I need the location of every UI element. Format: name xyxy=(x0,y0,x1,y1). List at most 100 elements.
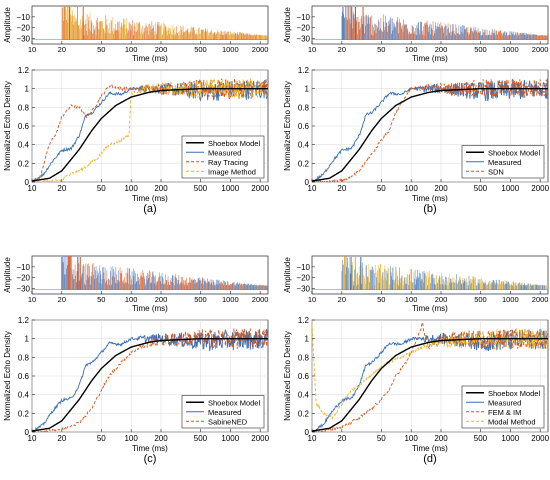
density-ylabel: Normalized Echo Density xyxy=(3,81,12,171)
series-line-sdn xyxy=(312,78,548,182)
amplitude-trace xyxy=(32,6,268,40)
density-xtick-label: 200 xyxy=(154,184,168,193)
density-xtick-label: 20 xyxy=(337,184,346,193)
legend-label: FEM & IM xyxy=(488,408,521,417)
amplitude-xlabel: Time (ms) xyxy=(412,304,448,313)
density-ytick-label: 0.2 xyxy=(18,159,30,168)
density-ytick-label: 1 xyxy=(25,85,30,94)
density-ylabel: Normalized Echo Density xyxy=(3,331,12,421)
amplitude-xtick-label: 200 xyxy=(155,45,168,54)
echo-density-plot: 0 0.2 0.4 0.6 0.8 1 1.2 10 20 50 100 200 500 1000 2000… xyxy=(3,316,270,453)
density-xtick-label: 500 xyxy=(194,434,208,443)
density-xlabel: Time (ms) xyxy=(132,444,168,453)
amplitude-trace xyxy=(312,256,548,290)
amplitude-xtick-label: 100 xyxy=(405,295,418,304)
density-ytick-label: 0.6 xyxy=(298,372,310,381)
amplitude-xtick-label: 1000 xyxy=(222,295,239,304)
legend-label: Measured xyxy=(488,158,521,167)
echo-density-plot: 0 0.2 0.4 0.6 0.8 1 1.2 10 20 50 100 200 500 1000 2000… xyxy=(3,66,270,203)
density-xtick-label: 200 xyxy=(154,434,168,443)
density-ytick-label: 0.6 xyxy=(18,372,30,381)
density-xtick-label: 200 xyxy=(434,184,448,193)
amplitude-xlabel: Time (ms) xyxy=(132,54,168,63)
density-xtick-label: 20 xyxy=(337,434,346,443)
density-xtick-label: 100 xyxy=(124,434,138,443)
density-ylabel: Normalized Echo Density xyxy=(283,81,292,171)
density-ytick-label: 0 xyxy=(305,428,310,437)
amplitude-xtick-label: 1000 xyxy=(502,45,519,54)
amplitude-xtick-label: 1000 xyxy=(222,45,239,54)
amplitude-xtick-label: 10 xyxy=(28,295,36,304)
density-xtick-label: 200 xyxy=(434,434,448,443)
density-xtick-label: 10 xyxy=(28,434,37,443)
amplitude-xtick-label: 200 xyxy=(155,295,168,304)
legend-label: Shoebox Model xyxy=(208,139,260,148)
amplitude-xtick-label: 500 xyxy=(474,45,487,54)
panel-caption: (b) xyxy=(423,203,436,215)
density-ytick-label: 0.8 xyxy=(18,103,30,112)
density-ytick-label: 0.2 xyxy=(298,159,310,168)
density-xtick-label: 50 xyxy=(377,184,386,193)
density-xlabel: Time (ms) xyxy=(412,444,448,453)
density-ytick-label: 1.2 xyxy=(18,316,30,325)
amplitude-ylabel: Amplitude xyxy=(3,257,12,293)
legend-label: Shoebox Model xyxy=(488,148,540,157)
legend-label: Image Method xyxy=(208,167,256,176)
density-xtick-label: 1000 xyxy=(501,434,519,443)
density-ylabel: Normalized Echo Density xyxy=(283,331,292,421)
density-ytick-label: 0.2 xyxy=(18,409,30,418)
density-xtick-label: 1000 xyxy=(221,434,239,443)
amplitude-ytick-label: −10 xyxy=(296,263,310,272)
amplitude-ytick-label: −10 xyxy=(16,263,30,272)
density-xtick-label: 500 xyxy=(474,184,488,193)
legend-label: Measured xyxy=(488,398,521,407)
density-ytick-label: 0.2 xyxy=(298,409,310,418)
echo-density-plot: 0 0.2 0.4 0.6 0.8 1 1.2 10 20 50 100 200 500 1000 2000… xyxy=(283,316,550,453)
density-xtick-label: 500 xyxy=(474,434,488,443)
amplitude-xtick-label: 10 xyxy=(28,45,36,54)
amplitude-xtick-label: 500 xyxy=(194,295,207,304)
density-ytick-label: 1.2 xyxy=(298,316,310,325)
density-xlabel: Time (ms) xyxy=(412,194,448,203)
amplitude-ytick-label: −20 xyxy=(16,274,30,283)
panel-caption: (d) xyxy=(423,453,436,465)
density-xtick-label: 2000 xyxy=(251,184,269,193)
series-line-shoebox-model xyxy=(312,87,548,182)
amplitude-xtick-label: 500 xyxy=(474,295,487,304)
density-xtick-label: 100 xyxy=(404,434,418,443)
amplitude-xtick-label: 2000 xyxy=(532,45,549,54)
density-ytick-label: 0.4 xyxy=(18,391,30,400)
amplitude-ytick-label: −20 xyxy=(296,274,310,283)
legend-label: Shoebox Model xyxy=(208,398,260,407)
amplitude-ytick-label: −20 xyxy=(296,24,310,33)
density-xtick-label: 100 xyxy=(404,184,418,193)
density-ytick-label: 1 xyxy=(305,85,310,94)
amplitude-xtick-label: 1000 xyxy=(502,295,519,304)
density-xtick-label: 20 xyxy=(57,184,66,193)
series-lines xyxy=(312,78,548,182)
density-ytick-label: 0.4 xyxy=(18,141,30,150)
amplitude-ytick-label: −10 xyxy=(16,13,30,22)
density-ytick-label: 1.2 xyxy=(18,66,30,75)
amplitude-xtick-label: 500 xyxy=(194,45,207,54)
amplitude-xtick-label: 50 xyxy=(97,45,105,54)
density-ytick-label: 0.8 xyxy=(298,353,310,362)
legend-label: Measured xyxy=(208,148,241,157)
density-ytick-label: 0.6 xyxy=(298,122,310,131)
amplitude-trace xyxy=(32,256,268,290)
density-xtick-label: 2000 xyxy=(531,434,549,443)
amplitude-trace xyxy=(312,6,548,40)
amplitude-xtick-label: 2000 xyxy=(252,45,269,54)
amplitude-ylabel: Amplitude xyxy=(283,257,292,293)
density-ytick-label: 0 xyxy=(25,428,30,437)
legend-label: Ray Tracing xyxy=(208,158,248,167)
series-line-image-method xyxy=(32,78,268,182)
density-ytick-label: 0.8 xyxy=(18,353,30,362)
